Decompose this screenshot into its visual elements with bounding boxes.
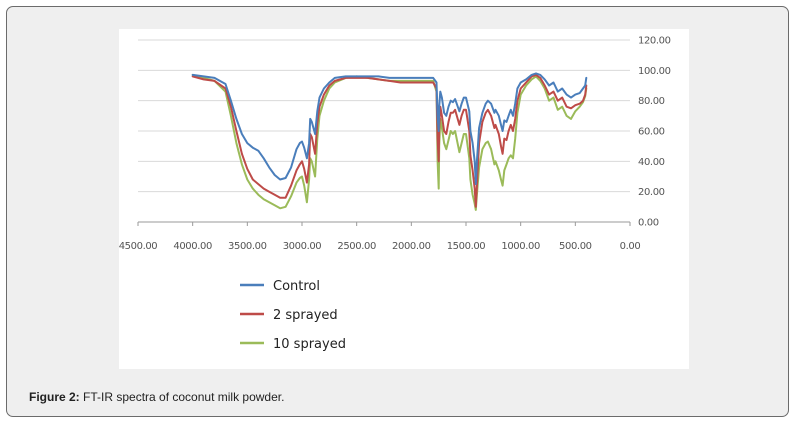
y-axis-ticks: 0.00 20.00 40.00 60.00 80.00 100.00 120.00 <box>638 36 671 229</box>
caption-text: FT-IR spectra of coconut milk powder. <box>83 390 285 404</box>
figure-frame: Figure 2: FT-IR spectra of coconut milk … <box>6 6 789 417</box>
y-tick-label: 0.00 <box>638 218 659 229</box>
y-tick-label: 120.00 <box>638 36 671 47</box>
gridlines <box>138 39 630 193</box>
legend: Control 2 sprayed 10 sprayed <box>240 279 346 352</box>
figure-caption: Figure 2: FT-IR spectra of coconut milk … <box>29 390 284 404</box>
legend-label: 2 sprayed <box>273 308 338 323</box>
x-axis-ticks: 4500.00 4000.00 3500.00 3000.00 2500.00 2000.… <box>119 222 641 252</box>
series-lines <box>191 72 588 211</box>
series-line-10-sprayed <box>191 73 588 211</box>
y-tick-label: 100.00 <box>638 66 671 77</box>
y-tick-label: 20.00 <box>638 187 665 198</box>
chart-area <box>119 29 689 369</box>
caption-label: Figure 2: <box>29 390 80 404</box>
x-tick-label: 2000.00 <box>392 241 431 252</box>
x-tick-label: 2500.00 <box>337 241 376 252</box>
legend-label: Control <box>273 279 320 294</box>
legend-label: 10 sprayed <box>273 337 346 352</box>
series-line-control <box>191 72 588 186</box>
series-line-2-sprayed <box>191 73 588 208</box>
x-tick-label: 0.00 <box>620 241 641 252</box>
x-tick-label: 1000.00 <box>501 241 540 252</box>
y-tick-label: 40.00 <box>638 157 665 168</box>
y-tick-label: 80.00 <box>638 96 665 107</box>
y-tick-label: 60.00 <box>638 127 665 138</box>
x-tick-label: 4000.00 <box>173 241 212 252</box>
x-tick-label: 1500.00 <box>447 241 486 252</box>
x-tick-label: 3500.00 <box>228 241 267 252</box>
x-tick-label: 3000.00 <box>283 241 322 252</box>
x-tick-label: 4500.00 <box>119 241 158 252</box>
x-tick-label: 500.00 <box>559 241 592 252</box>
